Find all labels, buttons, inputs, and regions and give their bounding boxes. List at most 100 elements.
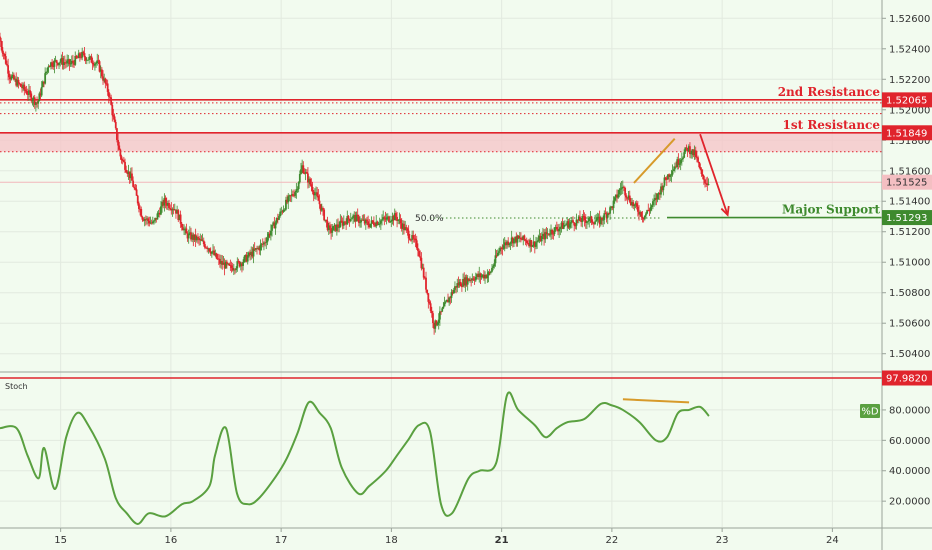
candle-body [322,207,324,210]
candle-body [88,57,91,60]
candle-body [238,261,241,267]
candle-body [31,100,34,102]
candle-body [214,253,217,256]
candle-body [616,194,618,198]
candle-body [263,242,265,245]
candle-body [118,145,121,150]
candle-body [61,58,64,66]
annotations: 2nd Resistance 1st Resistance Major Suppor… [415,85,880,224]
candle-body [333,224,336,227]
candle-body [361,219,364,221]
candle-body [210,251,213,254]
candle-body [319,204,322,211]
candle-body [634,203,637,205]
candle-body [147,218,150,221]
candle-body [320,207,323,211]
candle-body [54,60,57,62]
candle-body [213,250,216,256]
candle-body [301,165,304,170]
candle-body [489,271,492,273]
candle-body [208,248,211,252]
candle-body [326,221,329,231]
candle-body [440,311,442,313]
candle-body [384,218,387,220]
candle-body [246,256,249,262]
candle-body [417,248,419,251]
candle-body [665,179,668,181]
candle-body [201,240,204,242]
price-tick-label: 1.52600 [889,14,930,25]
candle-body [632,202,635,207]
candle-body [55,60,58,63]
time-tick-label: 24 [826,535,839,546]
candle-body [618,189,621,195]
candle-body [85,59,88,61]
candle-body [202,240,205,245]
candle-body [562,225,565,229]
candle-body [25,91,28,94]
candle-body [139,208,141,210]
candle-body [16,79,19,86]
candle-body [597,216,600,218]
candle-body [7,65,10,74]
candle-body [127,171,130,174]
candle-body [34,102,37,105]
candle-body [144,218,147,220]
candle-body [91,62,94,65]
candle-body [309,178,312,185]
candle-body [456,283,459,288]
candle-body [59,61,62,63]
candle-body [109,96,111,98]
candle-body [454,286,456,290]
candle-body [282,209,285,212]
candle-body [111,104,114,116]
candle-body [18,83,21,85]
candle-body [667,174,669,180]
candle-body [493,263,496,267]
candle-body [228,263,231,266]
candle-body [603,213,606,220]
stoch-trendline [622,398,690,404]
candle-body [610,206,613,208]
candle-body [530,240,533,247]
candle-body [58,62,60,65]
candle-body [638,211,640,215]
candle-body [341,221,344,226]
candle-body [623,186,625,188]
candle-body [660,186,662,195]
candle-body [653,200,655,202]
candle-body [381,219,383,221]
candle-body [308,178,310,183]
candle-body [482,274,485,279]
candle-body [449,297,452,299]
candle-body [98,61,101,72]
candle-body [142,219,145,221]
candle-body [419,256,422,258]
candle-body [346,216,349,225]
candle-body [241,263,243,266]
candle-body [23,84,26,90]
candle-body [609,207,611,214]
candle-body [186,233,189,239]
candle-body [286,199,288,203]
candle-body [329,225,331,229]
stoch-tick-label: 80.0000 [889,405,930,416]
candle-body [568,223,571,228]
candle-body [26,93,29,95]
candle-body [65,62,67,64]
time-tick-label: 21 [495,535,509,546]
candle-body [509,242,512,244]
candle-body [595,220,598,222]
candle-body [74,55,77,65]
candle-body [338,227,341,228]
candle-body [399,219,402,224]
candle-body [378,223,381,225]
stoch-legend-badge [860,404,880,418]
candle-body [297,182,300,190]
stoch-top-tag-bg [882,370,932,386]
candle-body [471,278,474,281]
candle-body [685,147,688,149]
candle-body [379,220,382,224]
candle-body [194,234,197,241]
